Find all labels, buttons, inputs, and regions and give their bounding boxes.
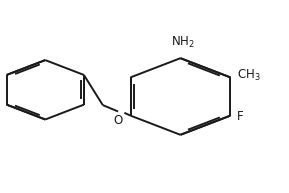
Text: F: F: [237, 110, 243, 123]
Text: O: O: [114, 114, 123, 127]
Text: NH$_2$: NH$_2$: [171, 35, 195, 50]
Text: CH$_3$: CH$_3$: [237, 68, 260, 83]
